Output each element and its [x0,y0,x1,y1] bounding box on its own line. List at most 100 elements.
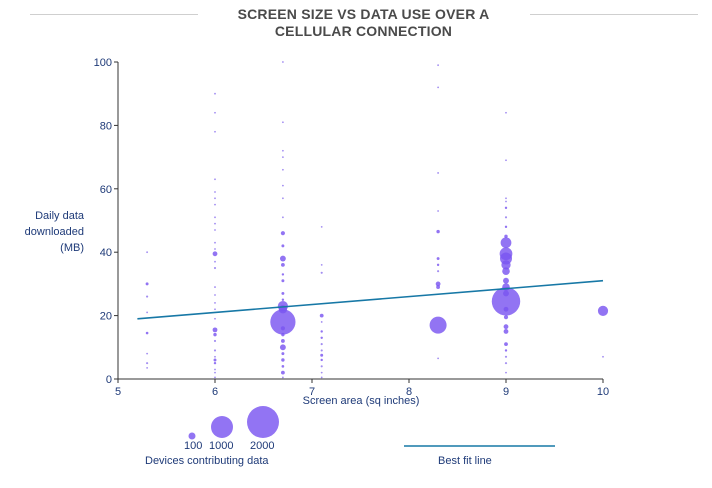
data-bubble [146,352,149,355]
data-bubble [214,111,216,114]
data-bubble [320,365,323,368]
data-bubble [282,121,284,124]
y-tick-label: 60 [100,184,112,196]
data-bubble [214,222,216,225]
data-bubble [436,285,440,289]
data-bubble [320,371,323,374]
data-bubble [320,353,324,357]
x-tick-label: 6 [212,386,218,398]
data-bubble [214,92,216,95]
data-bubble [212,327,218,333]
y-tick-label: 40 [100,247,112,259]
data-bubble [503,277,509,284]
data-bubble [504,234,508,239]
data-bubble [437,86,439,89]
data-bubble [214,197,216,200]
data-bubble [282,197,284,200]
data-bubble [504,216,508,219]
data-bubble [214,308,216,311]
title-rule-right [530,14,698,15]
data-bubble [281,262,285,267]
title-rule-left [30,14,198,15]
data-bubble [281,365,285,368]
data-bubble [214,241,216,244]
legend-size-label-100: 100 [184,440,203,452]
data-bubble [504,206,508,210]
data-bubble [491,287,521,316]
data-bubble [270,309,296,335]
x-axis-label: Screen area (sq inches) [302,395,420,407]
data-bubble [429,316,447,334]
data-bubble [214,260,216,263]
x-tick-label: 10 [597,386,609,398]
data-bubble [146,367,149,369]
data-bubble [281,358,285,362]
data-bubble [213,339,217,343]
data-bubble [281,370,285,375]
data-bubble [213,332,217,337]
y-tick-label: 100 [94,57,112,69]
data-bubble [437,357,439,360]
legend-fit-label: Best fit line [438,455,492,467]
data-bubble [505,197,507,200]
y-tick-label: 80 [100,120,112,132]
data-bubble [503,315,509,320]
data-bubble [279,255,286,262]
data-bubble [503,324,509,330]
x-tick-label: 5 [115,386,121,398]
data-bubble [504,355,508,358]
data-bubble [214,355,216,358]
data-bubble [437,64,439,67]
data-bubble [437,210,439,212]
legend-bubble-1000 [211,416,233,438]
data-bubble [320,330,323,333]
bubble-layer [145,61,609,379]
data-bubble [281,279,285,283]
data-bubble [214,376,216,379]
data-bubble [505,111,507,114]
data-bubble [437,270,440,273]
data-bubble [320,358,323,362]
data-bubble [602,355,604,358]
data-bubble [320,321,323,323]
data-bubble [505,371,507,374]
data-bubble [282,168,284,171]
data-bubble [214,203,216,206]
data-bubble [214,191,216,193]
data-bubble [146,311,149,314]
x-tick-label: 8 [406,386,412,398]
data-bubble [502,267,510,276]
data-bubble [145,282,149,286]
legend-size-label-2000: 2000 [250,440,275,452]
data-bubble [282,376,284,379]
data-bubble [281,273,285,276]
data-bubble [436,263,440,267]
data-bubble [282,149,284,152]
data-bubble [280,231,285,236]
chart-title: SCREEN SIZE VS DATA USE OVER A CELLULAR … [237,6,490,39]
data-bubble [503,306,509,312]
data-bubble [320,376,323,379]
data-bubble [320,263,323,266]
data-bubble [213,349,217,352]
data-bubble [505,159,507,162]
data-bubble [436,257,440,261]
data-bubble [213,361,217,365]
data-bubble [319,313,324,318]
data-bubble [146,295,149,298]
x-tick-label: 9 [503,386,509,398]
data-bubble [505,200,507,203]
data-bubble [146,251,149,254]
data-bubble [214,317,216,320]
data-bubble [146,362,149,365]
data-bubble [282,61,284,63]
data-bubble [282,216,284,219]
data-bubble [282,156,284,159]
data-bubble [504,342,508,347]
x-tick-label: 7 [309,386,315,398]
data-bubble [214,229,216,231]
data-bubble [320,343,323,346]
data-bubble [280,326,285,331]
